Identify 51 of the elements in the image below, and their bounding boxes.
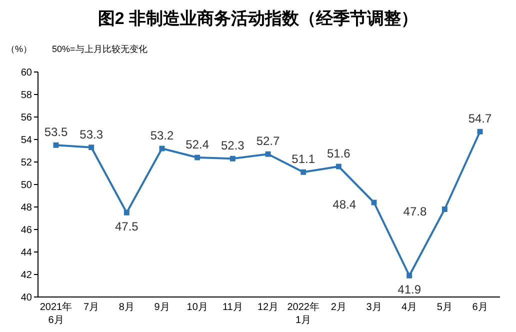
x-tick-label: 12月	[257, 302, 279, 313]
y-tick-label: 60	[20, 68, 32, 78]
data-label: 52.7	[256, 134, 280, 148]
x-tick-label: 5月	[436, 302, 452, 313]
point	[442, 206, 448, 212]
y-axis-title: （%）	[6, 44, 32, 54]
data-label: 51.1	[292, 152, 316, 166]
x-tick-label: 2021年 6月	[40, 301, 72, 326]
point	[477, 128, 483, 134]
data-label: 41.9	[398, 282, 422, 297]
data-label: 47.8	[403, 204, 427, 218]
x-tick-label: 9月	[154, 302, 170, 313]
x-tick-label: 11月	[222, 302, 243, 313]
x-tick-label: 8月	[118, 302, 134, 313]
data-label: 52.4	[186, 138, 210, 152]
y-tick-label: 56	[20, 112, 32, 124]
y-tick-label: 46	[20, 225, 32, 236]
data-label: 48.4	[332, 198, 356, 212]
point	[336, 164, 342, 170]
text: 50%=与上月比较无变化	[52, 44, 148, 54]
point	[124, 210, 130, 216]
x-tick-label: 2022年 1月	[287, 301, 320, 326]
data-label: 51.6	[326, 146, 351, 160]
y-tick-label: 42	[20, 270, 32, 281]
data-label: 53.3	[80, 127, 104, 142]
data-label: 47.5	[114, 220, 139, 234]
x-tick-label: 2月	[330, 302, 346, 313]
point	[88, 144, 94, 150]
data-label: 52.3	[220, 138, 245, 153]
x-tick-label: 6月	[472, 302, 488, 313]
x-tick-label: 3月	[366, 302, 382, 313]
y-tick-label: 58	[20, 90, 32, 101]
point	[265, 151, 271, 157]
x-tick-label: 10月	[186, 302, 208, 313]
y-tick-label: 40	[20, 292, 32, 304]
point	[300, 169, 306, 175]
y-tick-label: 52	[20, 158, 32, 168]
chart-title: 图2 非制造业商务活动指数（经季节调整）	[98, 9, 418, 28]
data-label: 53.5	[44, 125, 68, 140]
y-tick-label: 44	[20, 248, 32, 258]
point	[53, 142, 59, 148]
data-label: 54.7	[468, 112, 492, 126]
y-tick-label: 50	[20, 180, 32, 191]
x-tick-label: 7月	[84, 302, 100, 313]
x-tick-label: 4月	[402, 302, 418, 313]
point	[230, 156, 236, 162]
point	[194, 154, 200, 160]
y-tick-label: 48	[20, 202, 32, 214]
y-tick-label: 54	[20, 135, 32, 146]
data-label: 53.2	[150, 128, 174, 142]
point	[406, 272, 412, 278]
